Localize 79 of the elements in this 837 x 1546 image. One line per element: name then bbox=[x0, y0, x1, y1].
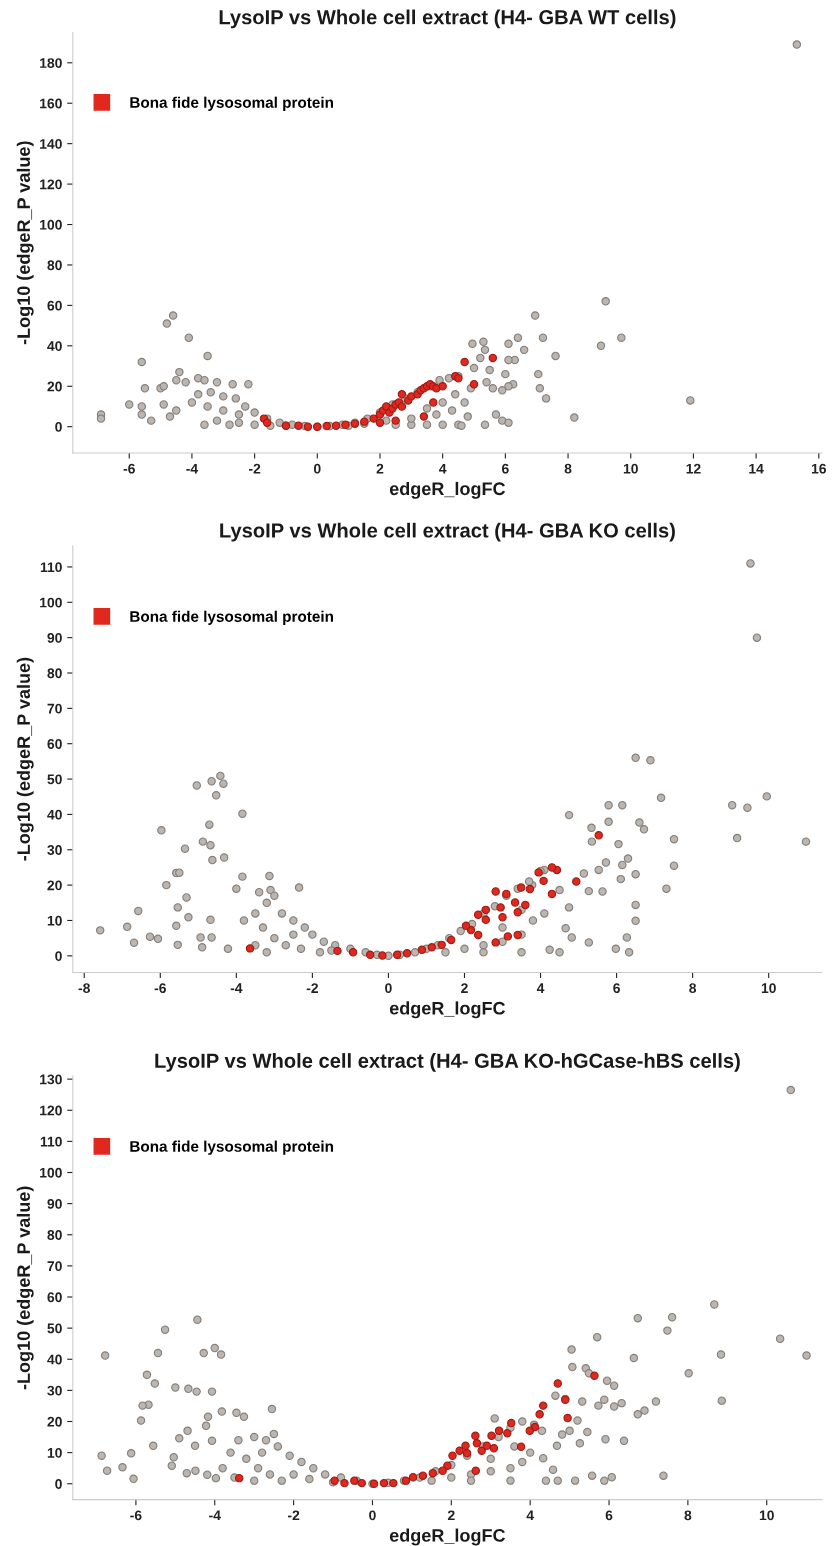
y-axis-title: -Log10 (edgeR_P value) bbox=[16, 141, 34, 345]
y-tick-label: 90 bbox=[47, 632, 62, 643]
y-tick-label: 100 bbox=[40, 597, 62, 608]
y-axis-title: -Log10 (edgeR_P value) bbox=[16, 1186, 34, 1390]
y-tick-label: 40 bbox=[47, 341, 62, 351]
y-tick-label: 100 bbox=[40, 1167, 62, 1178]
x-tick-label: 2 bbox=[461, 983, 468, 993]
x-tick-label: -2 bbox=[287, 1510, 300, 1521]
x-tick-label: 8 bbox=[689, 983, 697, 994]
y-tick-label: 130 bbox=[40, 1074, 62, 1085]
y-tick-label: 60 bbox=[47, 739, 62, 749]
y-tick-label: 120 bbox=[40, 179, 62, 190]
x-axis-title: edgeR_logFC bbox=[389, 1001, 506, 1019]
x-tick-label: 2 bbox=[447, 1510, 455, 1521]
y-tick-label: 80 bbox=[47, 1230, 62, 1240]
y-axis-title: -Log10 (edgeR_P value) bbox=[16, 657, 34, 861]
x-tick-label: -6 bbox=[130, 1510, 142, 1521]
x-tick-label: 0 bbox=[385, 983, 392, 994]
y-tick-label: 20 bbox=[47, 381, 62, 392]
y-tick-label: 20 bbox=[47, 1416, 62, 1427]
y-tick-label: 70 bbox=[47, 703, 62, 714]
x-tick-label: -6 bbox=[123, 463, 135, 474]
x-tick-label: 8 bbox=[564, 463, 572, 474]
y-tick-label: 160 bbox=[40, 98, 62, 109]
x-tick-label: -2 bbox=[248, 463, 261, 474]
x-tick-label: 10 bbox=[623, 463, 638, 474]
y-tick-label: 0 bbox=[55, 951, 62, 961]
x-tick-label: -4 bbox=[186, 463, 199, 474]
x-tick-label: 6 bbox=[605, 1510, 613, 1521]
y-tick-label: 80 bbox=[47, 668, 62, 679]
y-tick-label: 20 bbox=[47, 880, 62, 891]
x-tick-label: 0 bbox=[313, 463, 321, 474]
x-tick-label: 4 bbox=[439, 463, 447, 474]
x-tick-label: 10 bbox=[761, 983, 776, 994]
x-tick-label: 10 bbox=[759, 1510, 774, 1521]
y-tick-label: 50 bbox=[47, 774, 62, 785]
y-tick-label: 50 bbox=[47, 1323, 62, 1334]
legend-label: Bona fide lysosomal protein bbox=[130, 1140, 333, 1155]
x-tick-label: 4 bbox=[526, 1510, 534, 1521]
y-tick-label: 40 bbox=[47, 1354, 62, 1365]
y-tick-label: 10 bbox=[47, 915, 62, 926]
x-tick-label: 4 bbox=[536, 983, 545, 993]
y-tick-label: 120 bbox=[40, 1105, 62, 1116]
x-axis-title: edgeR_logFC bbox=[389, 481, 506, 499]
y-tick-label: 70 bbox=[47, 1261, 62, 1272]
chart-title: LysoIP vs Whole cell extract (H4- GBA KO-hGCase-hBS cells) bbox=[155, 1053, 740, 1072]
x-axis-title: edgeR_logFC bbox=[389, 1528, 506, 1546]
y-tick-label: 90 bbox=[47, 1198, 62, 1209]
y-tick-label: 60 bbox=[47, 1292, 62, 1303]
y-tick-label: 30 bbox=[47, 845, 62, 855]
y-tick-label: 100 bbox=[40, 219, 62, 230]
legend-label: Bona fide lysosomal protein bbox=[130, 610, 333, 625]
x-tick-label: 12 bbox=[686, 463, 701, 474]
y-tick-label: 180 bbox=[40, 58, 62, 68]
x-tick-label: 6 bbox=[613, 983, 620, 994]
x-tick-label: -6 bbox=[154, 983, 166, 994]
x-tick-label: -4 bbox=[230, 983, 243, 993]
x-tick-label: 2 bbox=[376, 463, 384, 474]
x-tick-label: 6 bbox=[502, 463, 509, 474]
x-tick-label: -8 bbox=[78, 983, 90, 994]
y-tick-label: 30 bbox=[47, 1385, 62, 1396]
x-tick-label: -4 bbox=[209, 1510, 221, 1521]
y-tick-label: 40 bbox=[47, 809, 62, 820]
y-tick-label: 140 bbox=[40, 138, 62, 149]
y-tick-label: 110 bbox=[40, 1136, 62, 1147]
y-tick-label: 80 bbox=[47, 260, 62, 271]
y-tick-label: 110 bbox=[40, 562, 62, 573]
x-tick-label: 16 bbox=[811, 463, 827, 474]
chart-title: LysoIP vs Whole cell extract (H4- GBA KO cells) bbox=[220, 522, 675, 542]
y-tick-label: 0 bbox=[55, 422, 62, 432]
y-tick-label: 0 bbox=[55, 1479, 62, 1489]
legend-label: Bona fide lysosomal protein bbox=[130, 96, 333, 111]
x-tick-label: 0 bbox=[369, 1510, 376, 1521]
chart-title: LysoIP vs Whole cell extract (H4- GBA WT cells) bbox=[219, 9, 676, 29]
y-tick-label: 60 bbox=[47, 300, 62, 311]
y-tick-label: 10 bbox=[47, 1447, 62, 1458]
x-tick-label: 8 bbox=[684, 1510, 692, 1521]
x-tick-label: 14 bbox=[749, 463, 764, 474]
x-tick-label: -2 bbox=[306, 983, 318, 993]
